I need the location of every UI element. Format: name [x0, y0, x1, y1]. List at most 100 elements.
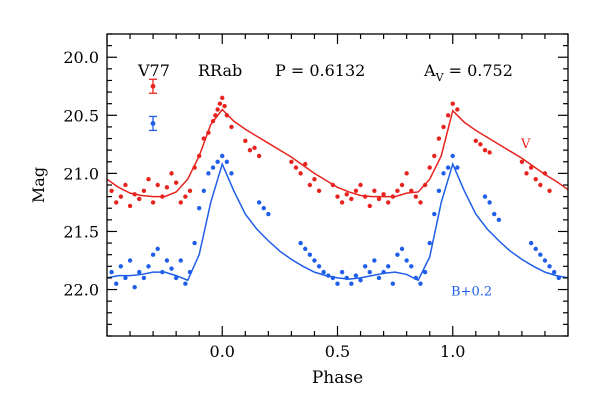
data-point-v	[362, 194, 368, 199]
data-point-v	[298, 171, 303, 176]
data-point-b	[210, 165, 216, 170]
data-point-b	[150, 252, 156, 257]
data-point-v	[487, 150, 492, 155]
star-id-label: V77	[137, 61, 170, 80]
fit-curve-b	[107, 161, 568, 282]
data-point-v	[404, 171, 409, 176]
data-point-v	[441, 124, 446, 130]
data-point-v	[353, 188, 359, 194]
data-point-v	[109, 188, 114, 194]
data-point-v	[390, 194, 396, 199]
data-point-b	[496, 217, 502, 223]
data-point-b	[123, 275, 128, 281]
data-point-b	[229, 171, 234, 176]
period-label: P = 0.6132	[275, 61, 365, 80]
data-point-b	[482, 194, 488, 199]
data-point-v	[482, 147, 488, 153]
data-point-v	[335, 194, 340, 199]
data-point-v	[114, 200, 119, 205]
data-point-v	[201, 136, 207, 141]
data-point-v	[358, 182, 363, 188]
data-point-v	[386, 200, 391, 205]
series-label-v: V	[520, 137, 531, 152]
data-point-v	[381, 192, 386, 197]
data-point-b	[390, 281, 396, 286]
y-tick-label: 22.0	[63, 281, 99, 300]
data-point-b	[155, 246, 160, 252]
data-point-v	[118, 194, 124, 199]
y-tick-label: 20.5	[63, 106, 99, 125]
data-point-v	[524, 171, 529, 176]
series-label-b: B+0.2	[451, 284, 492, 299]
data-point-b	[427, 240, 432, 246]
data-point-v	[155, 182, 160, 188]
data-point-b	[169, 266, 174, 271]
data-point-v	[409, 188, 414, 194]
data-point-b	[127, 258, 133, 263]
data-point-v	[173, 180, 179, 185]
data-point-b	[487, 200, 492, 205]
data-point-v	[436, 136, 442, 141]
data-point-v	[528, 165, 534, 170]
data-point-b	[178, 258, 183, 263]
data-point-b	[307, 252, 313, 257]
data-point-v	[160, 194, 165, 199]
data-point-v	[399, 182, 405, 188]
series-layer	[107, 95, 568, 290]
data-point-b	[201, 188, 207, 194]
y-tick-label: 21.5	[63, 222, 99, 241]
data-point-b	[261, 206, 266, 211]
data-point-v	[220, 95, 225, 101]
data-point-b	[335, 281, 340, 286]
ticks-layer	[106, 33, 569, 337]
data-point-b	[441, 171, 446, 176]
data-point-b	[551, 269, 557, 275]
data-point-v	[252, 145, 257, 151]
data-point-b	[266, 211, 271, 217]
data-point-v	[150, 200, 156, 205]
data-point-b	[326, 273, 331, 278]
data-point-v	[473, 138, 478, 144]
data-point-b	[109, 269, 114, 275]
data-point-b	[362, 264, 368, 269]
data-point-b	[137, 269, 142, 275]
data-point-v	[197, 153, 202, 159]
data-point-b	[492, 211, 497, 217]
data-point-v	[229, 124, 234, 130]
data-point-b	[206, 171, 211, 176]
x-tick-label: 0.0	[210, 342, 235, 361]
data-point-b	[220, 153, 225, 159]
data-point-v	[127, 203, 133, 209]
data-point-b	[367, 269, 372, 275]
data-point-v	[395, 188, 400, 194]
data-point-b	[256, 200, 262, 205]
data-point-b	[372, 258, 377, 263]
data-point-v	[455, 107, 460, 112]
x-tick-label: 0.5	[325, 342, 350, 361]
data-point-v	[137, 196, 142, 202]
y-tick-label: 21.0	[63, 164, 99, 183]
data-point-b	[418, 281, 423, 286]
y-axis-label: Mag	[29, 167, 48, 203]
data-point-v	[432, 153, 437, 159]
data-point-v	[178, 200, 183, 205]
data-point-v	[367, 203, 372, 209]
data-point-v	[303, 161, 308, 167]
data-point-b	[404, 258, 409, 263]
data-point-v	[146, 176, 151, 182]
data-point-v	[478, 142, 483, 147]
data-point-b	[312, 258, 317, 263]
data-point-b	[528, 240, 534, 246]
amplitude-label: AV = 0.752	[423, 61, 513, 84]
data-point-b	[192, 240, 197, 246]
data-point-b	[399, 246, 405, 252]
data-point-v	[312, 176, 317, 182]
data-point-b	[298, 240, 303, 246]
data-point-b	[556, 275, 561, 281]
data-point-v	[206, 130, 211, 135]
data-point-b	[197, 206, 202, 211]
data-point-b	[533, 246, 538, 252]
data-point-b	[455, 165, 460, 170]
data-point-v	[519, 159, 525, 164]
data-point-b	[141, 275, 147, 281]
